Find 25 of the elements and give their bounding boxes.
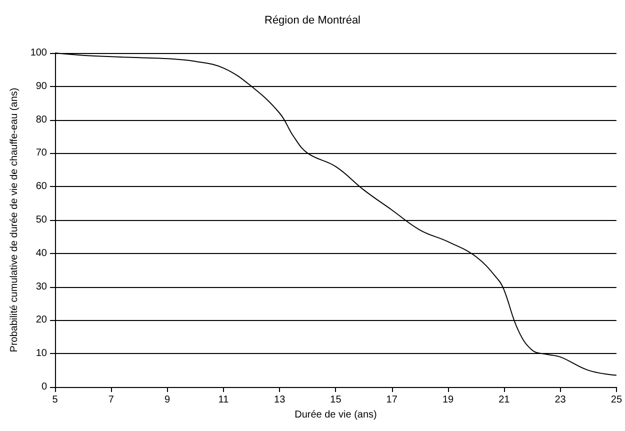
x-tick-label: 23 — [554, 394, 566, 406]
x-tick-label: 11 — [218, 394, 230, 406]
x-tick-label: 21 — [498, 394, 510, 406]
x-tick-label: 19 — [442, 394, 454, 406]
y-axis-title: Probabilité cumulative de durée de vie de chauffe-eau (ans) — [8, 88, 20, 352]
x-tick-label: 7 — [108, 394, 114, 406]
x-tick-label: 17 — [386, 394, 398, 406]
chart-title: Région de Montréal — [264, 14, 361, 26]
y-tick-label: 0 — [41, 382, 48, 392]
y-tick-label: 60 — [36, 181, 48, 192]
y-tick-label: 30 — [36, 281, 48, 292]
x-tick-label: 5 — [52, 394, 58, 406]
x-tick-label: 25 — [610, 394, 622, 406]
y-tick-label: 20 — [36, 314, 48, 326]
y-tick-label: 80 — [36, 114, 48, 126]
y-tick-label: 50 — [36, 214, 48, 226]
x-tick-label: 15 — [330, 394, 342, 406]
y-tick-label: 40 — [36, 248, 48, 259]
y-tick-label: 10 — [36, 348, 48, 360]
x-tick-label: 13 — [274, 394, 286, 406]
y-tick-label: 70 — [36, 148, 48, 159]
y-tick-label: 100 — [30, 48, 48, 58]
y-tick-label: 90 — [36, 80, 48, 92]
x-tick-label: 9 — [164, 394, 171, 406]
x-axis-title: Durée de vie (ans) — [294, 409, 377, 420]
